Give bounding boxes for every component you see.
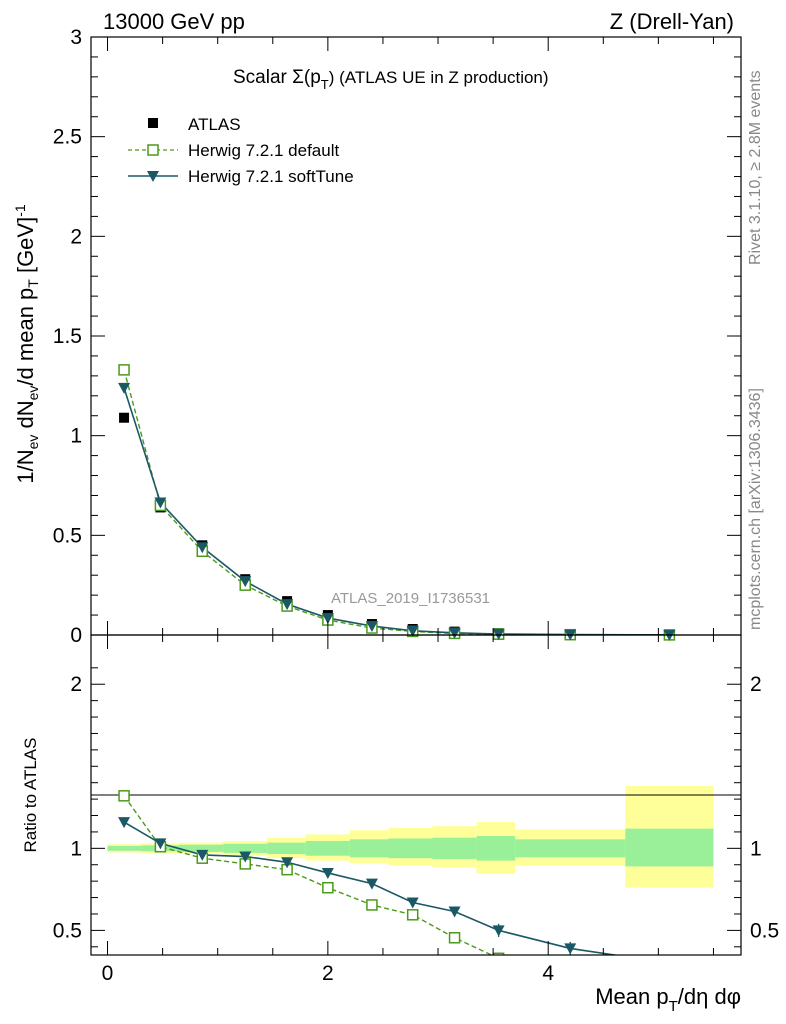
softtune-mc-point: [406, 625, 419, 637]
ratio-y-tick-label-right: 1: [750, 837, 762, 860]
default-ratio-point: [492, 952, 505, 955]
ratio-uncertainty-band-inner: [267, 842, 306, 855]
ratio-uncertainty-band-inner: [625, 828, 714, 867]
softtune-ratio-point: [406, 897, 419, 909]
ratio-uncertainty-band-inner: [107, 845, 141, 851]
analysis-watermark: ATLAS_2019_I1736531: [331, 590, 490, 607]
legend-default-marker: [147, 144, 159, 156]
ratio-y-tick-label: 1: [70, 837, 82, 860]
softtune-ratio-point: [492, 925, 505, 937]
main-panel: 0 0.5 1 1.5 2 2.5 3 Scalar Σ(pT) (ATLAS UE in …: [12, 26, 742, 647]
plot-title: Scalar Σ(pT) (ATLAS UE in Z production): [233, 67, 549, 92]
softtune-ratio-point: [281, 857, 294, 869]
softtune-mc-point: [154, 497, 167, 509]
softtune-ratio-point: [663, 958, 675, 969]
default-ratio-curve: [123, 795, 494, 955]
softtune-ratio-point: [321, 867, 334, 879]
ratio-uncertainty-band-inner: [349, 839, 389, 858]
ratio-uncertainty-band-inner: [515, 839, 626, 858]
legend-atlas-label: ATLAS: [188, 115, 241, 134]
default-ratio-point: [664, 966, 674, 976]
ratio-uncertainty-band-inner: [388, 838, 433, 859]
main-y-tick-label: 0.5: [53, 524, 82, 547]
default-mc-point: [118, 364, 130, 376]
x-tick-label: 2: [322, 962, 334, 985]
main-y-tick-label: 2.5: [53, 126, 82, 149]
main-y-tick-label: 1: [70, 425, 82, 448]
softtune-mc-curve: [123, 387, 670, 635]
softtune-ratio-point: [154, 838, 167, 850]
x-axis-title: Mean pT/dη dφ: [595, 984, 741, 1015]
legend-softtune-marker: [147, 171, 159, 182]
softtune-ratio-curve: [123, 821, 620, 955]
default-ratio-point: [406, 909, 419, 921]
default-ratio-point: [118, 790, 130, 802]
ratio-y-tick-label: 0.5: [53, 919, 82, 942]
softtune-ratio-point: [118, 817, 131, 829]
legend-default-label: Herwig 7.2.1 default: [188, 141, 339, 160]
softtune-mc-point: [365, 621, 378, 633]
main-y-tick-label: 2: [70, 225, 82, 248]
default-ratio-point: [366, 899, 378, 911]
rivet-version-label: Rivet 3.1.10, ≥ 2.8M events: [747, 70, 764, 265]
main-y-tick-label: 1.5: [53, 325, 82, 348]
softtune-ratio-point: [196, 849, 209, 861]
softtune-mc-point: [196, 542, 209, 554]
x-tick-label: 4: [542, 962, 554, 985]
atlas-data-point: [119, 412, 130, 423]
ratio-y-tick-label-right: 2: [750, 673, 762, 696]
softtune-mc-point: [281, 599, 294, 611]
default-ratio-point: [448, 932, 461, 944]
default-ratio-point: [322, 881, 334, 894]
header-energy-label: 13000 GeV pp: [103, 9, 245, 34]
softtune-ratio-point: [564, 943, 577, 955]
legend: ATLAS Herwig 7.2.1 default Herwig 7.2.1 …: [128, 115, 354, 186]
softtune-mc-point: [321, 613, 334, 625]
mcplots-reference-label: mcplots.cern.ch [arXiv:1306.3436]: [747, 388, 764, 630]
main-y-tick-label: 0: [70, 624, 82, 647]
softtune-ratio-point: [365, 878, 378, 890]
ratio-y-tick-label-right: 0.5: [750, 919, 779, 942]
legend-softtune-label: Herwig 7.2.1 softTune: [188, 167, 354, 186]
softtune-ratio-point: [239, 851, 252, 863]
x-tick-label: 0: [102, 962, 114, 985]
ratio-uncertainty-band-inner: [432, 837, 477, 859]
ratio-y-axis-title: Ratio to ATLAS: [21, 738, 40, 853]
default-ratio-point: [565, 960, 575, 970]
softtune-mc-point: [239, 576, 252, 588]
softtune-mc-point: [118, 382, 131, 394]
softtune-ratio-point: [448, 906, 461, 918]
legend-atlas-marker: [148, 118, 158, 128]
main-y-tick-label: 3: [70, 26, 82, 49]
ratio-panel: 0.5 0.5 1 1 2 2 0 2 4 Ratio to ATLAS Mean pT/dη …: [21, 634, 779, 1015]
ratio-panel-frame: [90, 634, 742, 956]
softtune-mc-point: [448, 627, 461, 639]
main-y-axis-title: 1/Nev dNev/d mean pT [GeV]-1: [12, 204, 41, 484]
ratio-uncertainty-band-inner: [305, 840, 350, 856]
ratio-uncertainty-band-inner: [476, 836, 516, 861]
ratio-uncertainty-band-inner: [223, 843, 268, 853]
ratio-uncertainty-band-inner: [179, 844, 224, 852]
header-process-label: Z (Drell-Yan): [610, 9, 734, 34]
ratio-y-tick-label: 2: [70, 673, 82, 696]
